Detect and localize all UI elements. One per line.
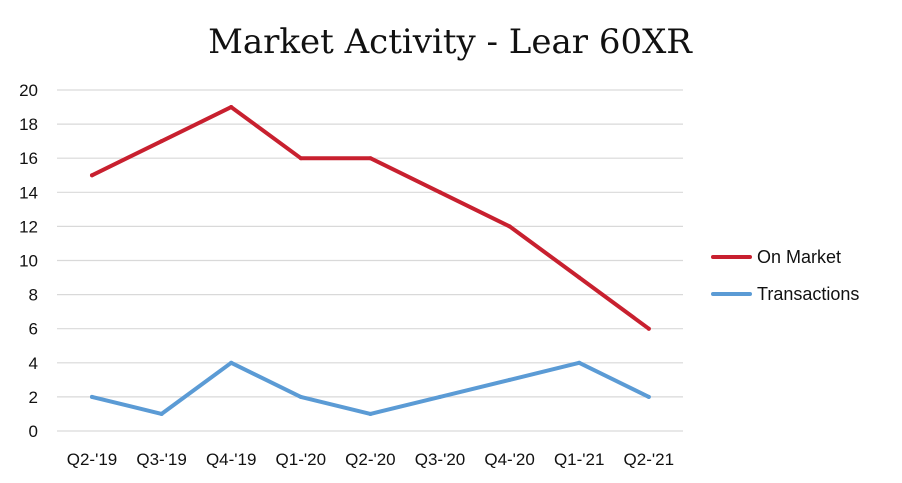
legend: On Market Transactions [711,247,859,304]
data-point [577,275,582,280]
data-point [159,139,164,144]
y-tick-label: 0 [29,422,38,441]
chart-title: Market Activity - Lear 60XR [208,22,693,62]
data-point [90,173,94,178]
x-tick-label: Q2-'21 [624,450,675,469]
y-tick-label: 16 [19,149,38,168]
y-axis-ticks: 0 2 4 6 8 10 12 14 16 18 20 [19,81,38,441]
y-tick-label: 10 [19,252,38,271]
data-point [438,190,442,195]
data-point [229,105,234,110]
data-point [507,224,512,229]
data-point [368,156,373,161]
y-tick-label: 4 [29,354,38,373]
data-point [159,411,164,416]
data-point [438,394,442,399]
data-point [90,394,94,399]
data-point [368,411,373,416]
series-line-transactions [90,360,651,416]
y-tick-label: 18 [19,115,38,134]
legend-label: Transactions [757,284,859,304]
x-tick-label: Q3-'20 [415,450,466,469]
data-point [298,156,303,161]
x-tick-label: Q1-'20 [276,450,327,469]
series-line-on-market [90,105,651,331]
data-point [646,394,651,399]
x-tick-label: Q4-'19 [206,450,257,469]
x-axis-ticks: Q2-'19 Q3-'19 Q4-'19 Q1-'20 Q2-'20 Q3-'20 Q4-'… [67,450,674,469]
data-point [507,377,512,382]
series-lines [90,105,651,416]
x-tick-label: Q2-'19 [67,450,118,469]
x-tick-label: Q3-'19 [136,450,187,469]
x-tick-label: Q1-'21 [554,450,605,469]
legend-label: On Market [757,247,841,267]
data-point [646,326,651,331]
x-tick-label: Q4-'20 [484,450,535,469]
data-point [298,394,303,399]
y-tick-label: 8 [29,286,38,305]
gridlines [57,89,683,432]
y-tick-label: 20 [19,81,38,100]
y-tick-label: 6 [29,320,38,339]
x-tick-label: Q2-'20 [345,450,396,469]
data-point [229,360,234,365]
y-tick-label: 14 [19,183,38,202]
y-tick-label: 12 [19,217,38,236]
y-tick-label: 2 [29,388,38,407]
data-point [577,360,582,365]
